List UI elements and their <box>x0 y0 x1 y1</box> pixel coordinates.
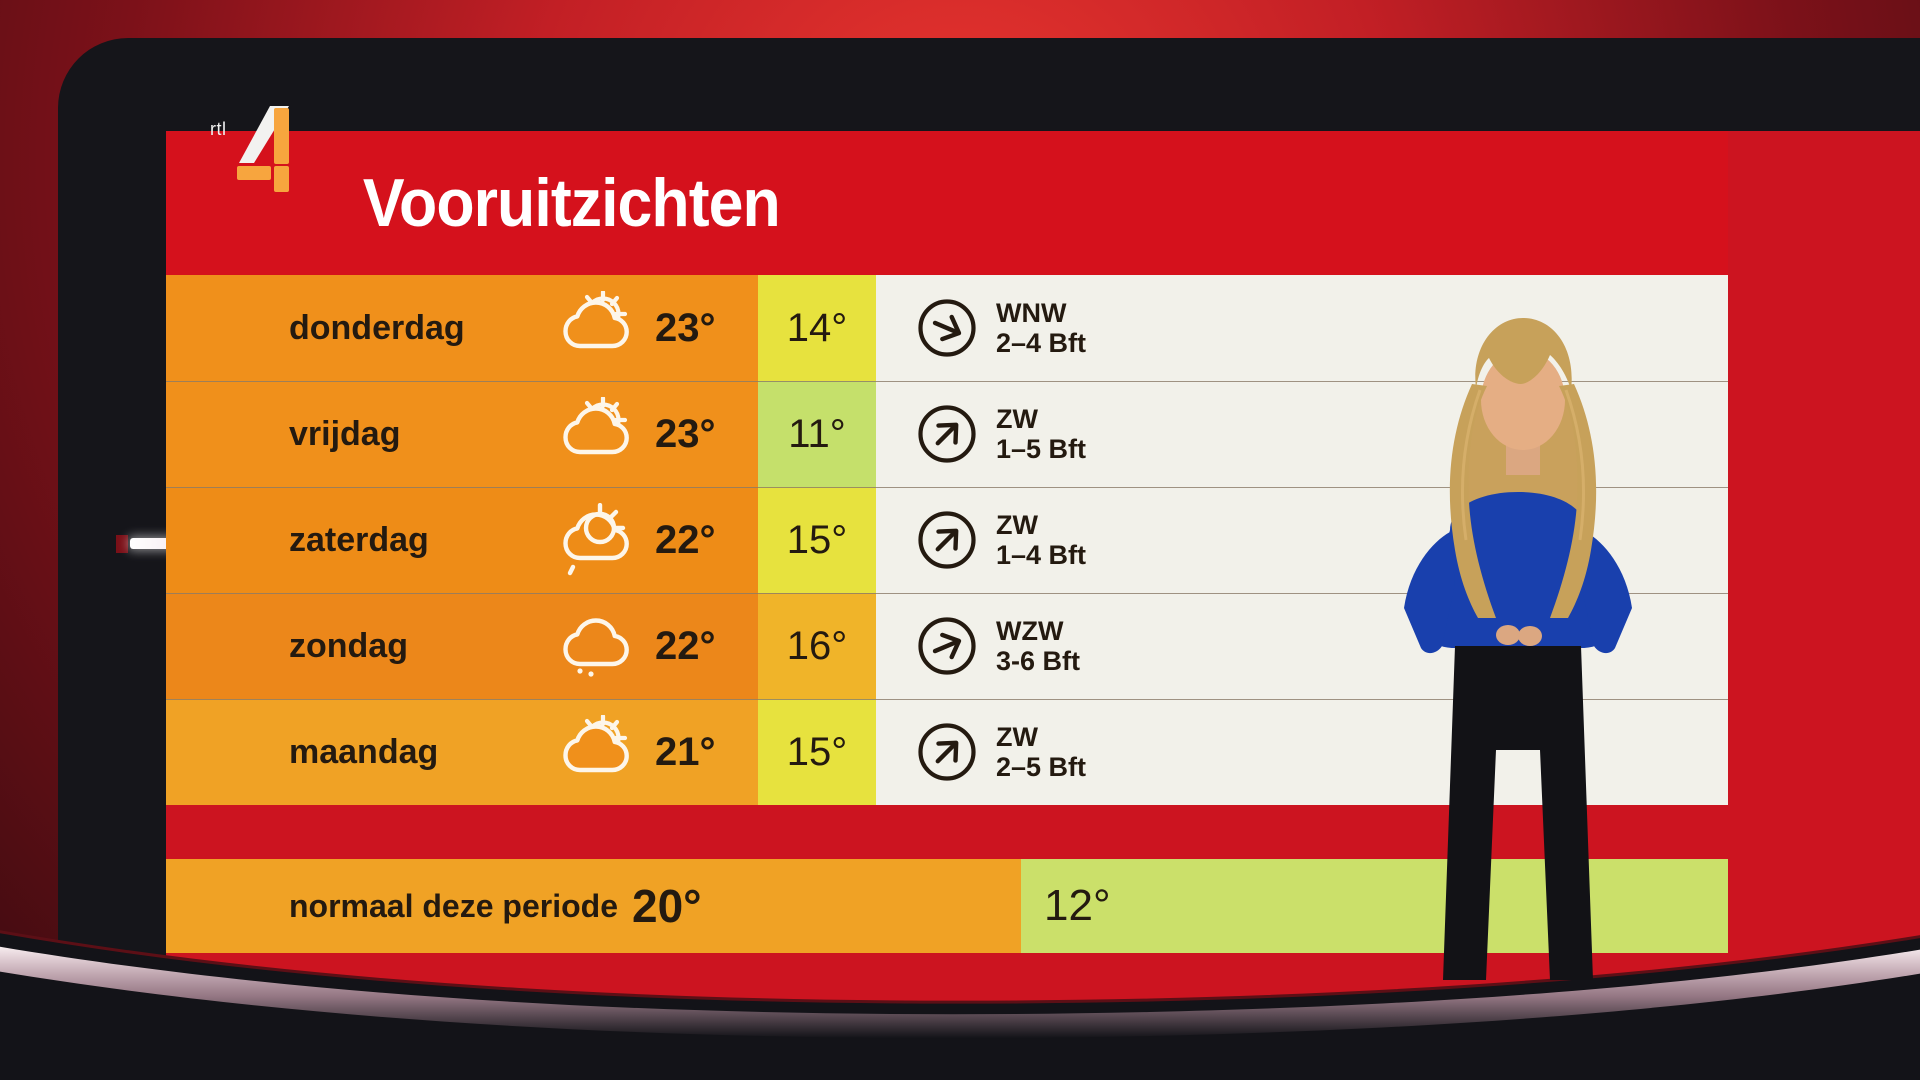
svg-text:rtl: rtl <box>210 119 227 139</box>
